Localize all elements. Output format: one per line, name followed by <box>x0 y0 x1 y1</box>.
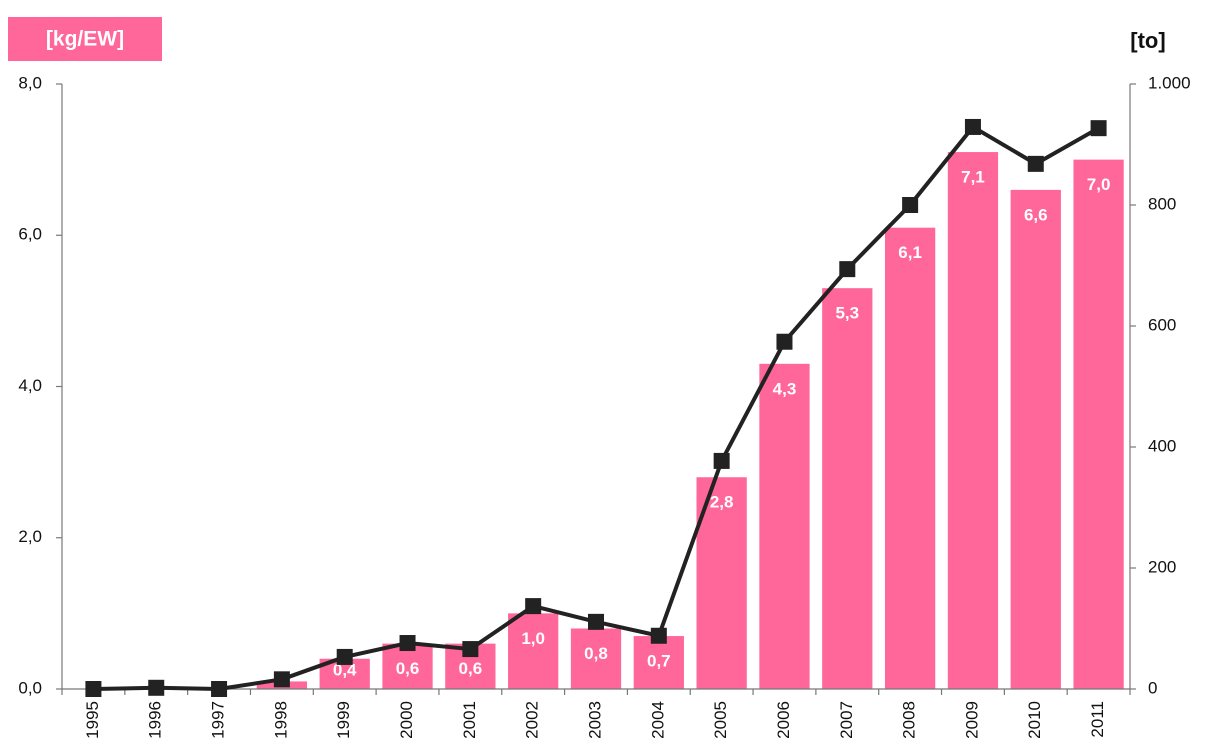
value-label: 7,1 <box>961 168 985 187</box>
bar <box>1010 189 1061 689</box>
y-label-box <box>8 17 162 61</box>
x-tick-label: 2010 <box>1025 701 1044 739</box>
y2-tick-label: 0 <box>1148 678 1157 697</box>
y-tick-label: 8,0 <box>18 73 42 92</box>
value-label: 0,6 <box>396 659 420 678</box>
line-marker <box>399 635 416 652</box>
x-tick-label: 1997 <box>209 701 228 739</box>
y2-tick-label: 800 <box>1148 194 1176 213</box>
y2-tick-label: 600 <box>1148 315 1176 334</box>
line-marker <box>85 681 102 697</box>
x-tick-label: 2007 <box>837 701 856 739</box>
x-tick-label: 2002 <box>523 701 542 739</box>
bar <box>382 643 433 689</box>
bar <box>759 363 810 689</box>
value-label: 7,0 <box>1087 175 1111 194</box>
value-label: 2,8 <box>710 493 734 512</box>
bar <box>633 636 684 689</box>
x-tick-label: 1999 <box>334 701 353 739</box>
x-tick-label: 2001 <box>460 701 479 739</box>
x-tick-label: 2000 <box>397 701 416 739</box>
x-tick-label: 2005 <box>711 701 730 739</box>
x-tick-label: 2004 <box>648 701 667 739</box>
y-tick-label: 2,0 <box>18 527 42 546</box>
line-marker <box>902 197 919 213</box>
value-label: 0,4 <box>333 660 357 679</box>
x-tick-label: 2003 <box>585 701 604 739</box>
y-tick-label: 4,0 <box>18 376 42 395</box>
line-marker <box>964 118 981 135</box>
y-tick-label: 6,0 <box>18 225 42 244</box>
line-marker <box>650 627 667 644</box>
value-label: 0,7 <box>647 652 671 671</box>
x-tick-label: 1996 <box>146 701 165 739</box>
bar <box>822 288 873 689</box>
line-marker <box>336 648 353 665</box>
value-label: 1,0 <box>521 629 545 648</box>
value-label: 0,6 <box>459 659 483 678</box>
line-marker <box>525 598 542 615</box>
x-tick-label: 2008 <box>900 701 919 739</box>
line-marker <box>1027 155 1044 172</box>
x-tick-label: 1995 <box>83 701 102 739</box>
bar <box>1073 159 1124 689</box>
x-tick-label: 2011 <box>1088 701 1107 738</box>
bar <box>508 613 559 689</box>
y2-tick-label: 1.000 <box>1148 73 1191 92</box>
line-marker <box>273 671 290 688</box>
line-marker <box>1090 120 1107 137</box>
bar <box>884 227 936 689</box>
y2-tick-label: 200 <box>1148 557 1176 576</box>
y-tick-label: 0,0 <box>18 678 42 697</box>
y-axis-label: [kg/EW] <box>46 28 124 51</box>
line-marker <box>776 333 793 350</box>
line-marker <box>713 452 730 469</box>
y2-axis-label: [to] <box>1130 28 1165 53</box>
line-marker <box>462 641 479 658</box>
line-marker <box>148 679 165 696</box>
value-label: 6,1 <box>898 243 922 262</box>
bar <box>947 152 999 689</box>
line-marker <box>211 681 228 697</box>
x-tick-label: 2009 <box>962 701 981 739</box>
bar <box>570 628 622 689</box>
x-tick-label: 1998 <box>271 701 290 739</box>
y2-tick-label: 400 <box>1148 436 1176 455</box>
value-label: 4,3 <box>773 379 797 398</box>
value-label: 6,6 <box>1024 205 1048 224</box>
x-tick-label: 2006 <box>774 701 793 739</box>
line-marker <box>588 613 604 630</box>
line-marker <box>839 261 856 278</box>
value-label: 5,3 <box>835 304 859 323</box>
value-label: 0,8 <box>584 644 608 663</box>
